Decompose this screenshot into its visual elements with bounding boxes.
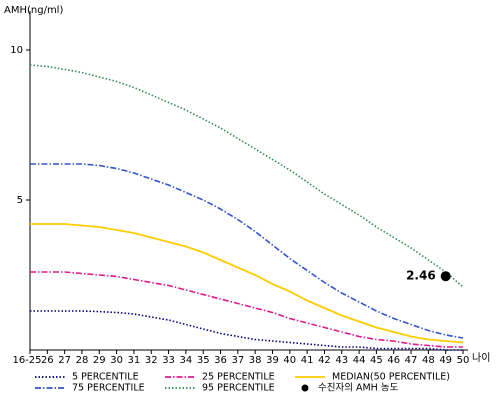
- x-tick-label: 16-25: [12, 355, 41, 366]
- series-line: [30, 223, 464, 344]
- x-tick-label: 28: [76, 355, 89, 366]
- x-tick-label: 37: [231, 355, 244, 366]
- series-line: [30, 271, 463, 348]
- x-tick-label: 38: [249, 355, 262, 366]
- x-tick-label: 34: [180, 355, 193, 366]
- x-tick-label: 31: [128, 355, 141, 366]
- x-tick-label: 40: [283, 355, 296, 366]
- x-tick-label: 49: [439, 355, 452, 366]
- x-tick-label: 43: [335, 355, 348, 366]
- x-tick-label: 46: [387, 355, 400, 366]
- x-tick-label: 48: [422, 355, 435, 366]
- x-tick-label: 26: [41, 355, 54, 366]
- x-tick-label: 30: [110, 355, 123, 366]
- series-line: [30, 163, 464, 339]
- x-tick-label: 29: [93, 355, 106, 366]
- x-tick-label: 45: [370, 355, 383, 366]
- legend-label: MEDIAN(50 PERCENTILE): [332, 372, 450, 383]
- legend-label: 75 PERCENTILE: [72, 383, 145, 394]
- x-tick-label: 35: [197, 355, 210, 366]
- x-tick-label: 44: [353, 355, 366, 366]
- x-tick-label: 33: [162, 355, 175, 366]
- x-tick-label: 42: [318, 355, 331, 366]
- series-line: [30, 310, 463, 351]
- legend-label: 25 PERCENTILE: [202, 372, 275, 383]
- x-tick-label: 39: [266, 355, 279, 366]
- x-axis-label: 나이: [472, 352, 490, 364]
- y-axis-label: AMH(ng/ml): [4, 5, 63, 16]
- x-tick-label: 47: [405, 355, 418, 366]
- data-label: 2.46: [406, 269, 436, 283]
- data-point: [440, 271, 451, 282]
- x-tick-label: 36: [214, 355, 227, 366]
- series-line: [29, 64, 464, 288]
- x-tick-label: 27: [58, 355, 71, 366]
- y-tick-label: 10: [10, 45, 23, 56]
- legend-marker: [301, 384, 309, 392]
- x-tick-label: 32: [145, 355, 158, 366]
- x-tick-label: 50: [457, 355, 470, 366]
- legend-label: 수진자의 AMH 농도: [318, 383, 399, 394]
- legend-label: 5 PERCENTILE: [72, 372, 139, 383]
- x-tick-label: 41: [301, 355, 314, 366]
- y-tick-label: 5: [17, 195, 23, 206]
- legend-label: 95 PERCENTILE: [202, 383, 275, 394]
